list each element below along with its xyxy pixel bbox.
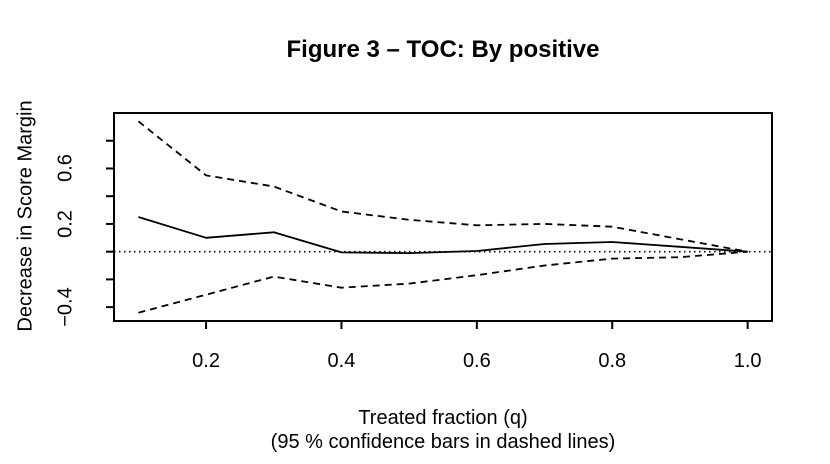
plot-border [113, 112, 773, 322]
x-tick-label: 1.0 [733, 350, 762, 372]
x-axis-label: Treated fraction (q) [358, 407, 528, 429]
x-tick-label: 0.4 [327, 350, 356, 372]
series-line-upper-95-confidence-bound [137, 120, 748, 253]
y-tick-label: 0.6 [54, 154, 77, 183]
x-tick-label: 0.2 [192, 350, 220, 372]
y-tick-label: −0.4 [54, 287, 77, 327]
series-line-toc-estimate [138, 216, 748, 255]
x-axis-note: (95 % confidence bars in dashed lines) [270, 431, 616, 453]
chart-title: Figure 3 – TOC: By positive [286, 36, 600, 63]
series-line-lower-95-confidence-bound [138, 250, 748, 314]
x-tick-label: 0.8 [598, 350, 627, 372]
x-tick-label: 0.6 [462, 350, 491, 372]
y-tick-label: 0.2 [54, 210, 77, 238]
